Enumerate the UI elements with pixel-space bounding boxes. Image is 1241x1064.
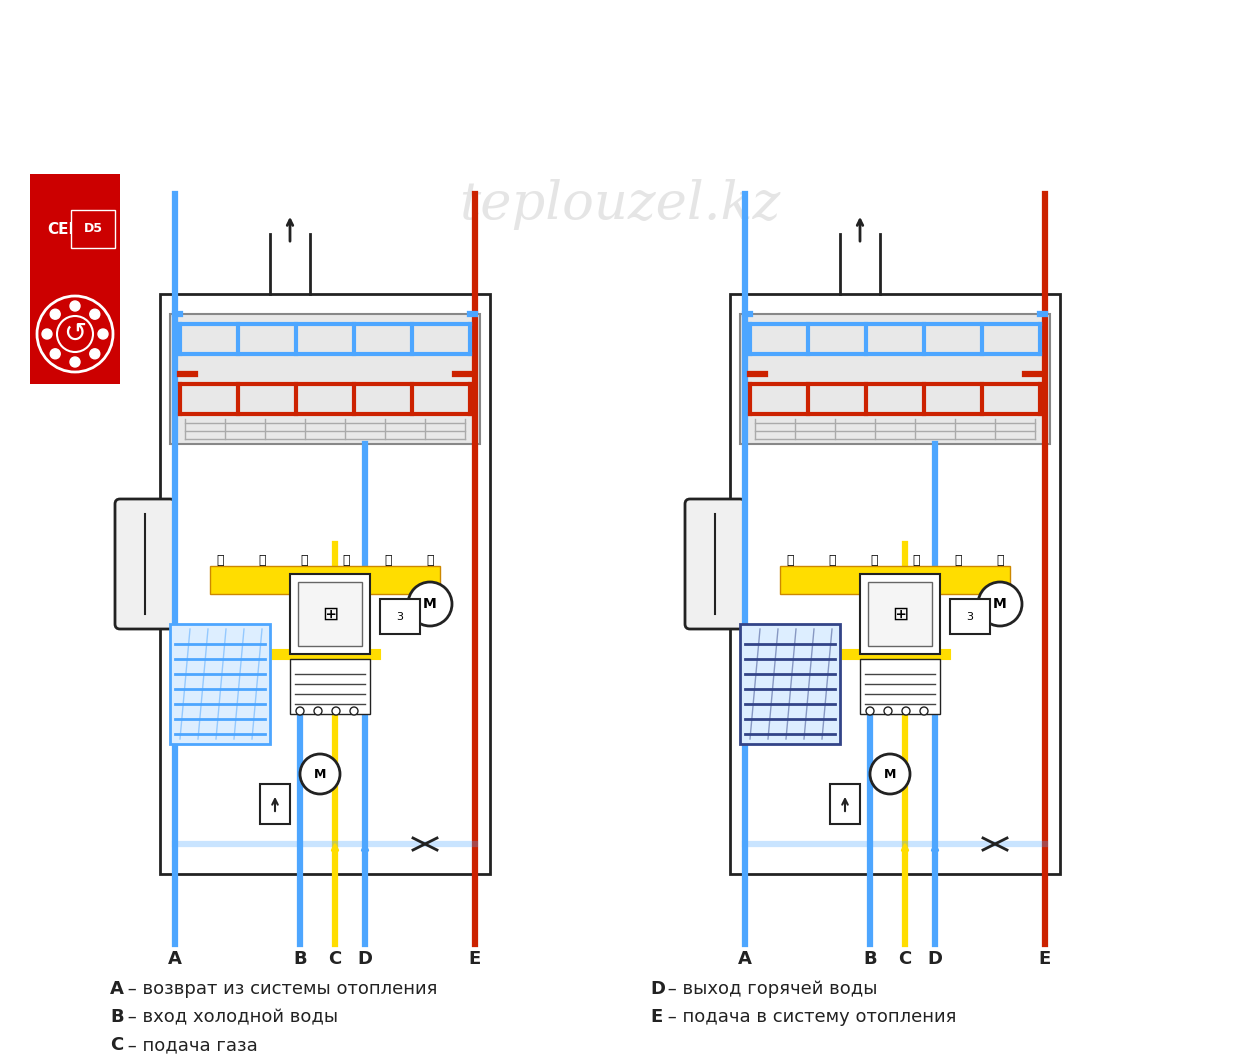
Text: B: B	[864, 950, 877, 968]
Text: A: A	[168, 950, 182, 968]
Bar	[210, 566, 441, 594]
Bar	[740, 314, 1050, 444]
Bar	[730, 294, 1060, 874]
Bar	[261, 784, 290, 824]
Text: B: B	[110, 1008, 124, 1026]
Text: E: E	[1039, 950, 1051, 968]
Bar	[160, 294, 490, 874]
Bar	[867, 582, 932, 646]
Bar	[860, 573, 939, 654]
Circle shape	[89, 349, 99, 359]
Text: 3: 3	[967, 612, 973, 622]
Text: 🔥: 🔥	[787, 554, 794, 567]
Circle shape	[333, 706, 340, 715]
Bar	[830, 784, 860, 824]
Circle shape	[884, 706, 892, 715]
Circle shape	[314, 706, 321, 715]
Text: M: M	[884, 767, 896, 781]
Text: D5: D5	[83, 222, 103, 235]
Circle shape	[69, 358, 79, 367]
Text: E: E	[469, 950, 482, 968]
Bar	[170, 314, 480, 444]
Text: M: M	[993, 597, 1006, 611]
Bar	[740, 624, 840, 744]
Text: 🔥: 🔥	[912, 554, 920, 567]
Text: D: D	[357, 950, 372, 968]
Circle shape	[42, 329, 52, 339]
Text: 🔥: 🔥	[343, 554, 350, 567]
Text: 🔥: 🔥	[954, 554, 962, 567]
Text: A: A	[738, 950, 752, 968]
Circle shape	[408, 582, 452, 626]
Text: 3: 3	[397, 612, 403, 622]
Circle shape	[866, 706, 874, 715]
Text: 🔥: 🔥	[216, 554, 223, 567]
Text: C: C	[898, 950, 912, 968]
Circle shape	[50, 349, 61, 359]
Bar	[380, 599, 419, 634]
Circle shape	[978, 582, 1023, 626]
Circle shape	[69, 301, 79, 311]
Text: teplouzel.kz: teplouzel.kz	[459, 179, 781, 230]
Bar	[781, 566, 1010, 594]
Bar	[298, 582, 362, 646]
Bar	[290, 659, 370, 714]
Circle shape	[297, 706, 304, 715]
Text: – подача в систему отопления: – подача в систему отопления	[661, 1008, 957, 1026]
Text: 🔥: 🔥	[300, 554, 308, 567]
FancyBboxPatch shape	[115, 499, 175, 629]
Text: D: D	[650, 980, 665, 998]
Text: D: D	[927, 950, 942, 968]
Text: M: M	[423, 597, 437, 611]
Circle shape	[37, 296, 113, 372]
Text: 🔥: 🔥	[385, 554, 392, 567]
Text: – вход холодной воды: – вход холодной воды	[122, 1008, 338, 1026]
Text: – подача газа: – подача газа	[122, 1036, 258, 1054]
Text: ⊞: ⊞	[892, 604, 908, 624]
Text: E: E	[650, 1008, 663, 1026]
Text: 🔥: 🔥	[997, 554, 1004, 567]
Circle shape	[350, 706, 357, 715]
Circle shape	[57, 316, 93, 352]
Text: CELTIC: CELTIC	[47, 221, 103, 236]
Bar	[170, 624, 271, 744]
Circle shape	[920, 706, 928, 715]
Text: C: C	[329, 950, 341, 968]
FancyBboxPatch shape	[685, 499, 745, 629]
Text: C: C	[110, 1036, 123, 1054]
Circle shape	[89, 310, 99, 319]
Text: – возврат из системы отопления: – возврат из системы отопления	[122, 980, 437, 998]
Text: B: B	[293, 950, 307, 968]
Bar	[951, 599, 990, 634]
Text: M: M	[314, 767, 326, 781]
Text: 🔥: 🔥	[426, 554, 434, 567]
Bar	[860, 659, 939, 714]
Circle shape	[98, 329, 108, 339]
Text: 🔥: 🔥	[258, 554, 266, 567]
Text: 🔥: 🔥	[870, 554, 877, 567]
Bar	[30, 174, 120, 384]
Bar	[290, 573, 370, 654]
Text: ↺: ↺	[63, 320, 87, 348]
Text: A: A	[110, 980, 124, 998]
Circle shape	[300, 754, 340, 794]
Text: – выход горячей воды: – выход горячей воды	[661, 980, 877, 998]
Text: ⊞: ⊞	[321, 604, 339, 624]
Circle shape	[50, 310, 61, 319]
Circle shape	[902, 706, 910, 715]
Text: 🔥: 🔥	[828, 554, 835, 567]
Circle shape	[870, 754, 910, 794]
